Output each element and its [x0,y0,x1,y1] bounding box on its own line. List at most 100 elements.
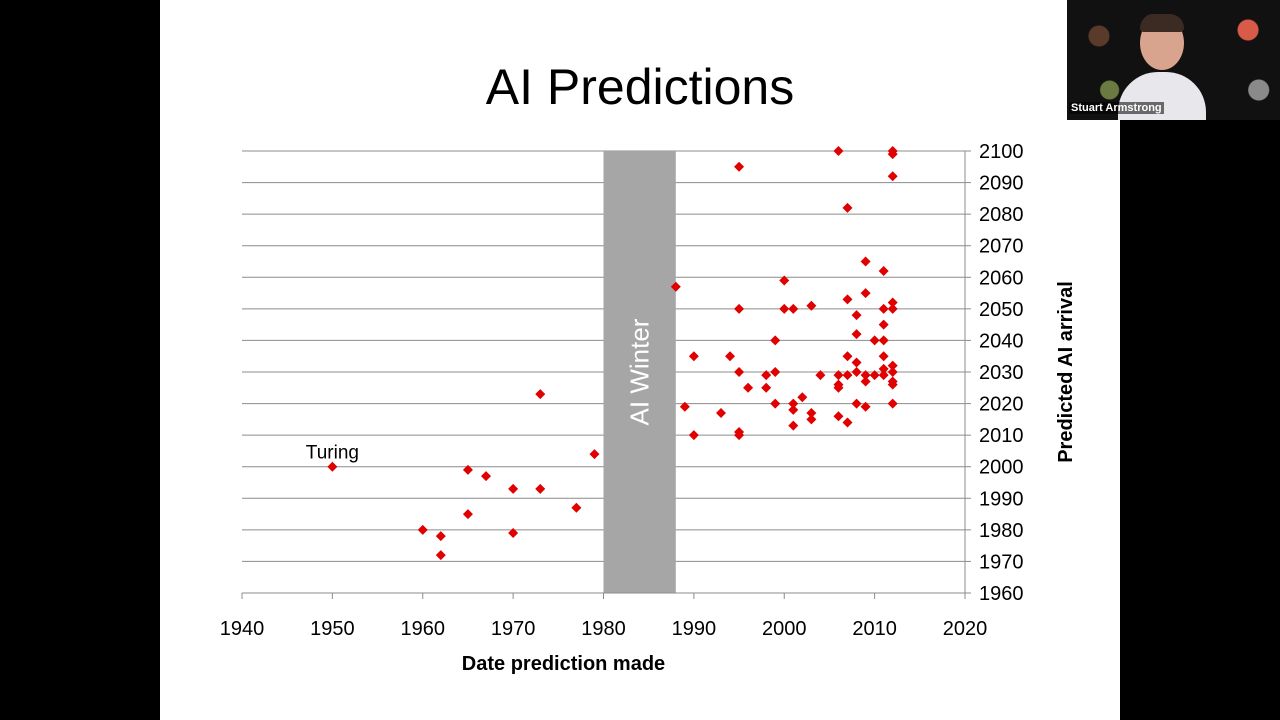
data-point-61 [869,335,880,346]
data-point-30 [779,275,790,286]
data-point-79 [887,398,898,409]
data-point-14 [679,401,690,412]
data-point-69 [878,370,889,381]
y-tick-label-1980: 1980 [979,520,1024,542]
data-point-24 [743,382,754,393]
data-point-7 [508,483,519,494]
data-point-46 [842,202,853,213]
x-tick-label-2020: 2020 [943,618,988,640]
data-point-1 [417,524,428,535]
annotation-turing: Turing [306,443,359,464]
y-tick-label-2040: 2040 [979,330,1024,352]
slide-title: AI Predictions [485,59,795,115]
data-point-54 [851,367,862,377]
data-point-9 [535,389,546,400]
data-points [327,146,898,561]
data-point-12 [589,449,600,460]
y-tick-label-2050: 2050 [979,299,1024,321]
data-point-51 [851,310,862,321]
y-tick-label-1960: 1960 [979,583,1024,605]
x-tick-label-2000: 2000 [762,618,807,640]
data-point-5 [462,509,473,520]
data-point-42 [833,370,844,381]
x-tick-label-1940: 1940 [220,618,265,640]
data-point-0 [327,461,338,472]
data-point-50 [842,417,853,428]
data-point-49 [842,370,853,381]
data-point-64 [878,303,889,314]
data-point-44 [833,382,844,393]
y-tick-label-2100: 2100 [979,141,1024,163]
data-point-4 [462,464,473,475]
data-point-3 [435,550,446,561]
data-point-39 [806,414,817,425]
x-tick-label-1980: 1980 [581,618,626,640]
data-point-13 [670,281,681,292]
data-point-48 [842,351,853,362]
data-point-27 [770,335,781,346]
data-point-68 [878,363,889,374]
data-point-34 [788,404,799,415]
data-point-10 [535,483,546,494]
data-point-37 [806,300,817,311]
data-point-31 [779,303,790,314]
x-tick-label-1970: 1970 [491,618,536,640]
data-point-20 [734,303,745,314]
data-point-33 [788,398,799,409]
data-point-2 [435,531,446,542]
y-tick-label-2000: 2000 [979,457,1024,479]
data-point-17 [715,408,726,419]
data-point-55 [851,398,862,409]
data-point-41 [833,146,844,156]
data-point-65 [878,319,889,330]
data-point-63 [878,265,889,276]
data-point-73 [887,297,898,308]
data-point-25 [761,370,772,381]
data-point-15 [688,351,699,362]
data-point-11 [571,502,582,513]
data-point-60 [860,401,871,412]
data-point-56 [860,256,871,267]
data-point-26 [761,382,772,393]
shaded-region-layer: AI Winter [603,151,676,593]
data-point-38 [806,408,817,419]
y-tick-label-2010: 2010 [979,425,1024,447]
data-point-78 [887,379,898,390]
data-point-75 [887,360,898,371]
x-tick-label-2010: 2010 [852,618,897,640]
data-point-76 [887,367,898,377]
data-point-29 [770,398,781,409]
data-point-52 [851,329,862,340]
data-point-18 [725,351,736,362]
ai-winter-band [603,151,676,593]
data-point-71 [887,149,898,160]
scatter-chart: AI Winter 1960 1970 1980 1990 2000 2010 2020 20… [220,141,1077,675]
data-point-6 [481,471,492,482]
data-point-58 [860,370,871,381]
participant-name: Stuart Armstrong [1069,102,1164,114]
data-point-36 [797,392,808,403]
slide: AI Predictions AI Winter 1960 1970 1980 199… [160,0,1120,720]
axes [241,150,971,599]
y-tick-label-1990: 1990 [979,488,1024,510]
y-tick-label-2030: 2030 [979,362,1024,384]
x-axis-title: Date prediction made [462,653,665,675]
data-point-40 [815,370,826,381]
x-tick-labels: 1940 1950 1960 1970 1980 1990 2000 2010 2020 [220,618,988,640]
y-tick-label-2090: 2090 [979,173,1024,195]
y-tick-label-2080: 2080 [979,204,1024,226]
data-point-45 [833,411,844,422]
video-thumbnail[interactable]: Stuart Armstrong [1067,0,1280,120]
data-point-23 [734,430,745,441]
data-point-53 [851,357,862,368]
data-point-74 [887,303,898,314]
y-axis-title: Predicted AI arrival [1055,281,1077,463]
data-point-21 [734,367,745,377]
x-tick-label-1950: 1950 [310,618,355,640]
data-point-66 [878,335,889,346]
data-point-67 [878,351,889,362]
y-tick-label-2060: 2060 [979,267,1024,289]
y-tick-label-2020: 2020 [979,394,1024,416]
y-tick-label-2070: 2070 [979,236,1024,258]
data-point-35 [788,420,799,431]
